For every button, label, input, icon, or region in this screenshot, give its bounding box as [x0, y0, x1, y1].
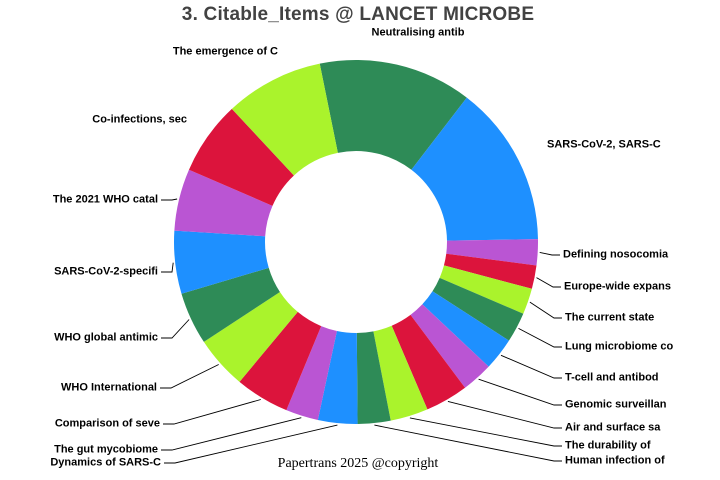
donut-slice-4	[439, 265, 532, 314]
donut-slice-18	[188, 108, 294, 206]
copyright-text: Papertrans 2025 @copyright	[277, 456, 439, 471]
leader-line-8	[447, 400, 562, 429]
donut-slice-13	[239, 311, 322, 411]
donut-slice-15	[181, 267, 280, 342]
donut-slice-1	[411, 97, 538, 241]
donut-slice-10	[356, 331, 391, 424]
leader-line-14	[160, 364, 219, 389]
donut-slice-16	[173, 230, 269, 294]
slice-label-7: Genomic surveillan	[565, 398, 667, 411]
slice-label-2: Defining nosocomia	[563, 248, 669, 261]
leader-line-2	[539, 251, 560, 256]
slice-label-8: Air and surface sa	[565, 421, 661, 434]
leader-line-9	[409, 417, 562, 447]
slice-label-4: The current state	[565, 311, 655, 324]
leader-line-3	[536, 277, 561, 288]
donut-slice-19	[231, 63, 338, 176]
leader-line-12	[161, 417, 302, 451]
donut-slice-17	[174, 169, 273, 237]
donut-slice-7	[410, 304, 489, 388]
donut-slice-3	[443, 253, 537, 289]
slice-label-11: Dynamics of SARS-C	[50, 456, 161, 469]
donut-slice-14	[203, 291, 298, 382]
slice-label-0: Neutralising antib	[371, 26, 465, 39]
donut-slice-0	[319, 59, 467, 170]
slice-label-10: Human infection of	[565, 454, 665, 467]
donut-slice-6	[422, 291, 509, 367]
leader-line-13	[163, 399, 261, 425]
leader-line-11	[164, 424, 338, 464]
slice-label-9: The durability of	[565, 439, 651, 452]
slice-label-15: WHO global antimic	[54, 331, 158, 344]
donut-slice-5	[432, 277, 524, 341]
leader-line-5	[518, 328, 562, 348]
chart-title: 3. Citable_Items @ LANCET MICROBE	[181, 4, 535, 25]
leader-line-16	[161, 262, 174, 273]
donut-slice-12	[286, 326, 337, 420]
donut-slice-9	[373, 325, 428, 421]
slice-label-16: SARS-CoV-2-specifi	[54, 265, 158, 278]
slice-label-17: The 2021 WHO catal	[52, 193, 158, 206]
leader-line-7	[478, 378, 562, 406]
leader-line-4	[529, 301, 562, 319]
donut-slice-8	[391, 314, 466, 410]
slice-label-1: SARS-CoV-2, SARS-C	[547, 138, 661, 151]
slice-label-14: WHO International	[61, 381, 157, 394]
leader-line-17	[161, 198, 178, 201]
donut-slice-2	[446, 239, 539, 266]
leader-line-15	[161, 319, 190, 339]
slice-label-6: T-cell and antibod	[565, 371, 659, 384]
slice-label-12: The gut mycobiome	[54, 443, 158, 456]
leader-line-6	[500, 354, 562, 379]
slice-label-3: Europe-wide expans	[564, 280, 671, 293]
slice-label-19: The emergence of C	[172, 45, 278, 58]
donut-slice-11	[317, 330, 358, 424]
slice-label-18: Co-infections, sec	[92, 113, 187, 126]
slice-label-5: Lung microbiome co	[565, 340, 674, 353]
leader-line-10	[374, 424, 562, 462]
slice-label-13: Comparison of seve	[54, 417, 160, 430]
